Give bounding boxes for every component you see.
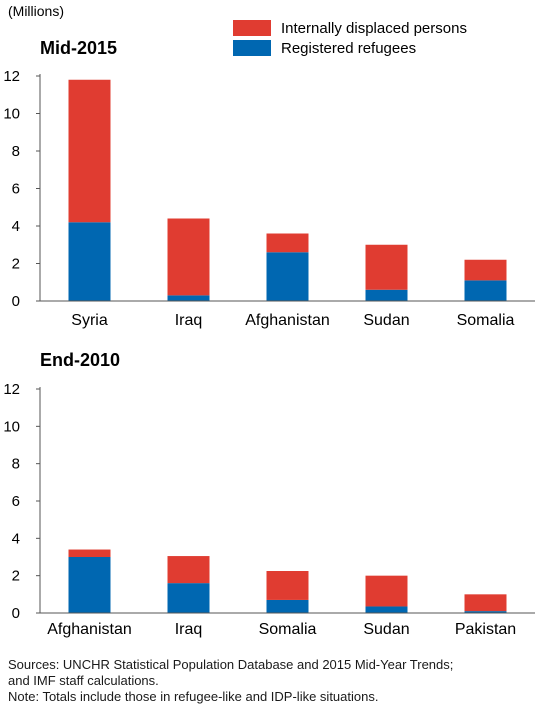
category-label-iraq: Iraq xyxy=(175,312,203,329)
y-tick-label: 0 xyxy=(12,605,20,622)
legend-swatch-refugees xyxy=(233,40,271,56)
legend-swatch-idp xyxy=(233,20,271,36)
bar-idp-syria xyxy=(68,79,111,223)
bar-refugees-somalia xyxy=(464,280,507,301)
legend-label-refugees: Registered refugees xyxy=(281,40,416,57)
y-tick-label: 8 xyxy=(12,143,20,160)
legend-label-idp: Internally displaced persons xyxy=(281,20,467,37)
bar-idp-sudan xyxy=(365,244,408,290)
category-label-sudan: Sudan xyxy=(363,312,409,329)
y-tick-label: 4 xyxy=(12,530,20,547)
y-tick-label: 6 xyxy=(12,181,20,198)
bar-refugees-sudan xyxy=(365,606,408,613)
bar-idp-afghanistan xyxy=(68,549,111,557)
chart-panel-end-2010: End-2010 0 2 4 6 8 10 12 Afghanistan Iraq Somalia S… xyxy=(3,350,535,638)
y-tick-label: 10 xyxy=(3,418,20,435)
bar-refugees-afghanistan xyxy=(266,252,309,301)
bar-refugees-iraq xyxy=(167,295,210,301)
note-line: Note: Totals include those in refugee-li… xyxy=(8,689,379,704)
unit-label: (Millions) xyxy=(8,3,64,19)
y-tick-label: 8 xyxy=(12,456,20,473)
chart-title: Mid-2015 xyxy=(40,38,117,58)
sources-line-1: Sources: UNCHR Statistical Population Da… xyxy=(8,657,454,672)
y-tick-label: 6 xyxy=(12,493,20,510)
bar-idp-somalia xyxy=(266,571,309,600)
bar-refugees-afghanistan xyxy=(68,557,111,613)
category-label-syria: Syria xyxy=(71,312,108,329)
bar-refugees-syria xyxy=(68,222,111,301)
bar-idp-somalia xyxy=(464,259,507,281)
y-tick-label: 2 xyxy=(12,568,20,585)
bar-idp-sudan xyxy=(365,575,408,607)
category-label-pakistan: Pakistan xyxy=(455,621,516,638)
bar-idp-afghanistan xyxy=(266,233,309,253)
y-tick-label: 4 xyxy=(12,218,20,235)
sources-line-2: and IMF staff calculations. xyxy=(8,673,159,688)
bar-refugees-somalia xyxy=(266,599,309,613)
bar-idp-pakistan xyxy=(464,594,507,612)
category-label-afghanistan: Afghanistan xyxy=(245,312,330,329)
y-tick-label: 12 xyxy=(3,381,20,398)
y-tick-label: 0 xyxy=(12,293,20,310)
y-tick-label: 12 xyxy=(3,68,20,85)
chart-panel-mid-2015: Mid-2015 0 2 4 6 8 10 12 Syria Iraq Afghanistan Sud… xyxy=(3,38,535,329)
legend: Internally displaced persons Registered … xyxy=(233,20,467,57)
category-label-sudan: Sudan xyxy=(363,621,409,638)
bar-idp-iraq xyxy=(167,218,210,296)
category-label-somalia: Somalia xyxy=(457,312,515,329)
category-label-afghanistan: Afghanistan xyxy=(47,621,132,638)
bar-refugees-sudan xyxy=(365,289,408,301)
category-label-somalia: Somalia xyxy=(259,621,317,638)
y-tick-label: 2 xyxy=(12,256,20,273)
category-label-iraq: Iraq xyxy=(175,621,203,638)
y-tick-label: 10 xyxy=(3,106,20,123)
chart-title: End-2010 xyxy=(40,350,120,370)
bar-idp-iraq xyxy=(167,556,210,584)
bar-refugees-pakistan xyxy=(464,611,507,613)
bar-refugees-iraq xyxy=(167,583,210,613)
